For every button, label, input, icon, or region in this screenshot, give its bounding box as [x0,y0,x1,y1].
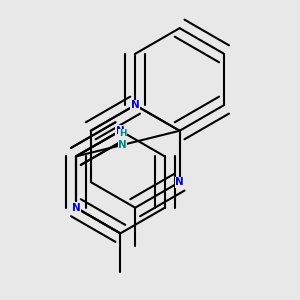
Text: N: N [118,140,127,150]
Text: H: H [119,129,126,138]
Text: N: N [116,126,125,136]
Text: N: N [72,203,80,213]
Text: N: N [175,177,184,187]
Text: N: N [131,100,140,110]
